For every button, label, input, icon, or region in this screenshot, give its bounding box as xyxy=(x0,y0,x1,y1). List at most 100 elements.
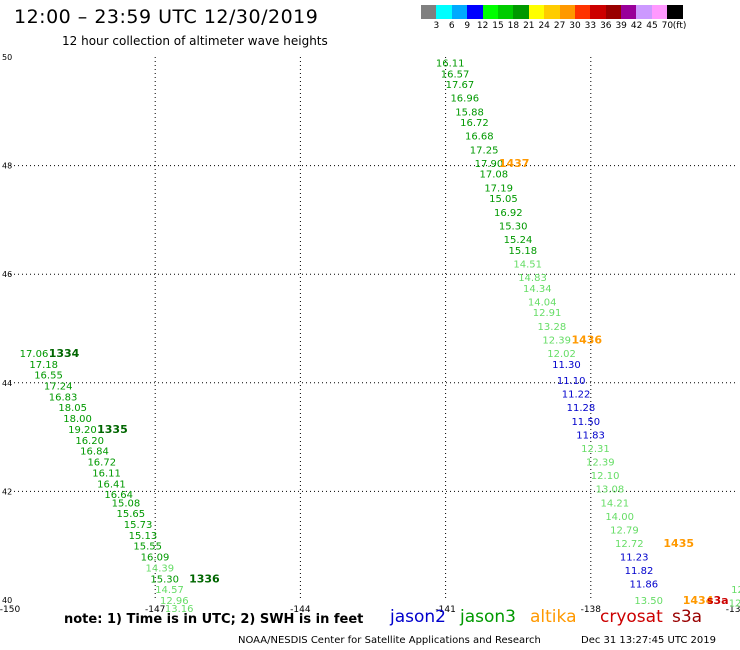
swh-value-label: 13.28 xyxy=(538,322,567,333)
color-scale-labels: 3 6 9 12 15 18 21 24 27 30 33 36 39 42 45 70 (ft) xyxy=(421,21,740,33)
swh-value-label: 12.91 xyxy=(533,308,562,319)
swh-value-label: 11.83 xyxy=(576,430,605,441)
lat-tick-label: 44 xyxy=(2,379,12,388)
swh-value-label: 14.51 xyxy=(513,259,542,270)
pass-time-label: 1336 xyxy=(189,572,220,585)
swh-value-label: 18.05 xyxy=(58,403,87,414)
swh-value-label: 17.90 xyxy=(475,159,504,170)
swh-value-label: 15.30 xyxy=(499,221,528,232)
swh-value-label: 11.22 xyxy=(562,390,591,401)
scale-label: 15 xyxy=(492,21,504,31)
swh-value-label: 14.21 xyxy=(600,498,629,509)
swh-value-label: 13.08 xyxy=(596,485,625,496)
swh-value-label: 12.79 xyxy=(610,525,639,536)
swh-value-label: 18.00 xyxy=(63,414,92,425)
swh-value-label: 17.67 xyxy=(446,80,475,91)
swh-value-label: 15.88 xyxy=(455,107,484,118)
swh-value-label: 12.31 xyxy=(581,444,610,455)
scale-label: 21 xyxy=(523,21,535,31)
swh-value-label: 16.41 xyxy=(97,479,126,490)
lat-tick-label: 50 xyxy=(2,53,12,62)
lat-tick-label: 40 xyxy=(2,596,12,605)
swh-value-label: 12.39 xyxy=(586,458,615,469)
lat-tick-label: 46 xyxy=(2,270,12,279)
legend-entry: jason2 xyxy=(390,607,446,627)
scale-swatch xyxy=(482,5,498,19)
scale-swatch xyxy=(621,5,637,19)
scale-label: 30 xyxy=(569,21,581,31)
swh-value-label: 12.96 xyxy=(160,596,189,607)
scale-swatch xyxy=(467,5,483,19)
swh-value-label: 14.83 xyxy=(518,273,547,284)
swh-value-label: 15.55 xyxy=(133,542,162,553)
lon-tick-label: -147 xyxy=(145,605,165,615)
swh-value-label: 17.24 xyxy=(44,382,73,393)
scale-label: 70 xyxy=(661,21,674,31)
scale-swatch xyxy=(451,5,468,19)
color-scale xyxy=(421,5,683,19)
swh-value-label: 16.96 xyxy=(450,94,479,105)
swh-value-label: 15.08 xyxy=(112,498,141,509)
swh-value-label: 14.04 xyxy=(528,297,557,308)
swh-value-label: 17.08 xyxy=(479,170,508,181)
scale-swatch xyxy=(421,5,437,19)
lon-tick-label: -144 xyxy=(290,605,311,615)
swh-value-label: 12.10 xyxy=(591,471,620,482)
swh-value-label: 16.09 xyxy=(141,553,170,564)
pass-time-label: 1434 xyxy=(683,594,714,607)
swh-value-label: 15.30 xyxy=(150,574,179,585)
swh-value-label: 12 xyxy=(729,599,740,610)
pass-time-label: 1334 xyxy=(49,347,80,360)
pass-time-label: 1335 xyxy=(97,423,128,436)
page-subtitle: 12 hour collection of altimeter wave hei… xyxy=(62,34,328,48)
swh-value-label: 16.68 xyxy=(465,132,494,143)
scale-label: 9 xyxy=(464,21,471,31)
swh-value-label: 16.84 xyxy=(80,447,109,458)
scale-swatch xyxy=(605,5,622,19)
scale-swatch xyxy=(636,5,652,19)
legend-entry: altika xyxy=(530,607,577,627)
swh-value-label: 11.50 xyxy=(571,417,600,428)
scale-swatch xyxy=(528,5,545,19)
swh-value-label: 16.64 xyxy=(104,490,133,501)
lon-tick-label: -138 xyxy=(581,605,602,615)
scale-label: 27 xyxy=(553,21,566,31)
swh-value-label: 12.72 xyxy=(615,539,644,550)
swh-value-label: 14.34 xyxy=(523,284,552,295)
scale-label: 45 xyxy=(646,21,658,31)
scale-swatch xyxy=(651,5,668,19)
swh-value-label: 13.50 xyxy=(634,596,663,607)
swh-value-label: 17.19 xyxy=(484,183,513,194)
swh-value-label: 19.20 xyxy=(68,425,97,436)
legend-entry: cryosat xyxy=(600,607,663,627)
scale-label: 3 xyxy=(433,21,440,31)
lon-tick-label: -141 xyxy=(435,605,455,615)
scale-swatch xyxy=(590,5,606,19)
swh-value-label: 16.55 xyxy=(34,371,63,382)
scale-swatch xyxy=(574,5,591,19)
swh-value-label: 15.05 xyxy=(489,194,518,205)
swh-value-label: 17.18 xyxy=(29,360,58,371)
swh-value-label: 15.13 xyxy=(129,531,158,542)
footer-note: note: 1) Time is in UTC; 2) SWH is in fe… xyxy=(64,612,364,627)
swh-value-label: 16.72 xyxy=(460,118,489,129)
swh-value-label: 15.18 xyxy=(509,246,538,257)
swh-value-label: 14.39 xyxy=(146,563,175,574)
swh-value-label: 15.24 xyxy=(504,235,533,246)
scale-unit: (ft) xyxy=(672,21,687,31)
swh-value-label: 16.72 xyxy=(87,458,116,469)
swh-value-label: 13.16 xyxy=(165,604,194,615)
swh-value-label: 14.00 xyxy=(605,512,634,523)
pass-time-label: 1435 xyxy=(663,537,694,550)
scale-swatch xyxy=(436,5,452,19)
swh-value-label: 12.39 xyxy=(542,335,571,346)
swh-value-label: 14.57 xyxy=(155,585,184,596)
swh-value-label: 17.25 xyxy=(470,145,499,156)
legend-entry: s3a xyxy=(672,607,703,627)
swh-value-label: 11.23 xyxy=(620,553,649,564)
swh-value-label: 16.11 xyxy=(92,468,121,479)
swh-value-label: 15.65 xyxy=(116,509,145,520)
scale-swatch xyxy=(559,5,575,19)
pass-time-label: 1436 xyxy=(571,333,602,346)
